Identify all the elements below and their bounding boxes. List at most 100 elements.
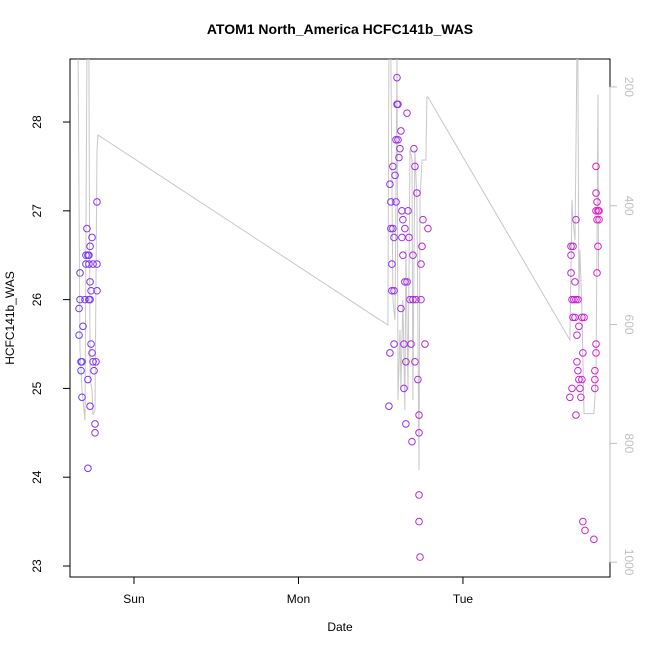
point [89, 357, 97, 366]
point [86, 402, 94, 410]
point [407, 340, 415, 348]
point [424, 224, 432, 233]
x-tick-label: Tue [453, 592, 474, 606]
point [394, 135, 402, 144]
point [392, 198, 400, 206]
point [566, 393, 574, 402]
point [411, 357, 419, 366]
point [568, 295, 576, 304]
point [76, 295, 84, 304]
point [591, 375, 599, 384]
y-tick-label: 25 [30, 381, 44, 395]
point [390, 233, 398, 242]
point [399, 251, 407, 260]
point [390, 286, 398, 295]
point [75, 331, 83, 339]
point [385, 402, 393, 410]
chart-title: ATOM1 North_America HCFC141b_WAS [207, 21, 473, 37]
point [397, 127, 405, 135]
point [414, 375, 422, 384]
point [79, 322, 87, 331]
point [401, 278, 409, 286]
point [83, 224, 91, 233]
point [400, 384, 408, 393]
y2-tick-label: 200 [622, 77, 636, 97]
point [399, 215, 407, 224]
point [575, 322, 583, 331]
y2-tick-label: 800 [622, 433, 636, 453]
point [405, 233, 413, 242]
point [87, 340, 95, 348]
point [575, 375, 583, 384]
point [567, 269, 575, 277]
point [579, 349, 587, 357]
point [573, 331, 581, 339]
point [403, 109, 411, 117]
y-tick-label: 26 [30, 293, 44, 307]
point [395, 153, 403, 162]
point [75, 304, 83, 313]
point [389, 224, 397, 233]
point [408, 437, 416, 446]
point [82, 251, 90, 260]
point [81, 295, 89, 304]
point [568, 384, 576, 393]
x-axis-label: Date [327, 620, 353, 634]
y-tick-label: 24 [30, 470, 44, 484]
point [386, 349, 394, 357]
point [592, 207, 600, 215]
point [88, 233, 96, 242]
point [578, 375, 586, 384]
y-axis-label: HCFC141b_WAS [3, 271, 17, 365]
point [567, 242, 575, 251]
point [88, 349, 96, 357]
point [386, 180, 394, 188]
point [592, 340, 600, 348]
y2-tick-label: 600 [622, 315, 636, 335]
point [87, 286, 95, 295]
point [86, 295, 94, 304]
point [396, 144, 404, 153]
point [76, 269, 84, 277]
point [579, 517, 587, 526]
point [84, 375, 92, 384]
point [391, 171, 399, 180]
point [403, 278, 411, 286]
point [86, 278, 94, 286]
point [419, 215, 427, 224]
point [93, 198, 101, 206]
point [406, 295, 414, 304]
point [574, 295, 582, 304]
point [580, 313, 588, 322]
point [577, 393, 585, 402]
point [412, 295, 420, 304]
point [569, 242, 577, 251]
point [415, 517, 423, 526]
point [581, 526, 589, 535]
point [390, 340, 398, 348]
point [394, 100, 402, 109]
point [415, 491, 423, 499]
point [415, 411, 423, 419]
point [572, 295, 580, 304]
point [398, 207, 406, 215]
point [569, 313, 577, 322]
point [593, 269, 601, 277]
point [410, 144, 418, 153]
point [413, 189, 421, 197]
y2-tick-label: 1000 [622, 549, 636, 576]
point [421, 340, 429, 348]
point [402, 420, 410, 428]
point [567, 251, 575, 260]
point [573, 357, 581, 366]
point [85, 260, 93, 268]
x-tick-label: Sun [123, 592, 144, 606]
point [78, 357, 86, 366]
point [578, 313, 586, 322]
point [388, 260, 396, 268]
y-tick-label: 23 [30, 559, 44, 573]
y-tick-label: 28 [30, 115, 44, 129]
point [401, 224, 409, 233]
point [411, 162, 419, 171]
